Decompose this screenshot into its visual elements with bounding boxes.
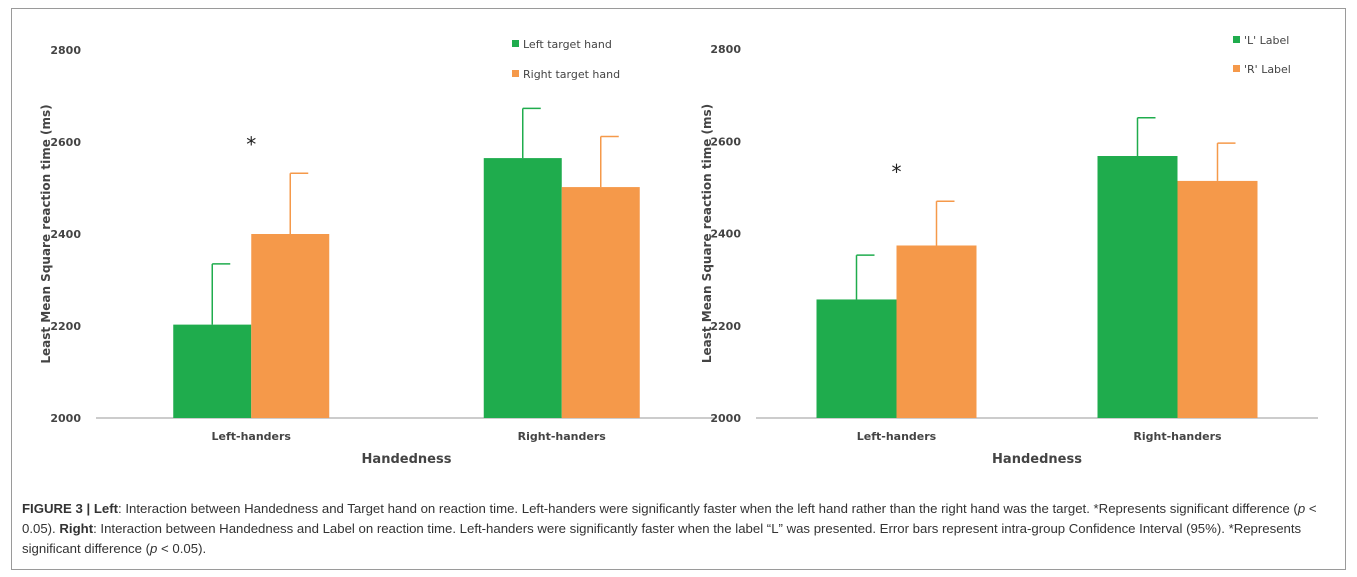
chart1-legend-label: Left target hand [523,38,612,51]
chart1-bar [251,234,330,418]
chart2-category-label: Left-handers [857,430,937,443]
chart2-y-tick-label: 2800 [710,43,741,56]
figure-caption: FIGURE 3 | Left: Interaction between Han… [22,499,1334,559]
chart2-legend-label: 'R' Label [1244,63,1291,76]
chart1-category-label: Left-handers [212,430,292,443]
figure-frame [11,8,1346,570]
caption-text-4: < 0.05). [157,541,207,556]
chart2-category-label: Right-handers [1133,430,1222,443]
chart2-y-tick-label: 2600 [710,135,741,148]
chart2-y-tick-label: 2000 [710,412,741,425]
chart1-bar [561,187,640,418]
caption-left-heading: Left [93,501,119,516]
chart1-legend-label: Right target hand [523,68,620,81]
chart2-bar [816,299,897,418]
chart2-x-axis-title: Handedness [992,452,1082,467]
caption-text-2: < 0.05). [22,501,1317,536]
chart1-y-tick-label: 2600 [50,136,81,149]
chart1-y-tick-label: 2200 [50,320,81,333]
chart2-bar [1097,156,1178,418]
caption-right-heading: Right [59,521,94,536]
chart1-legend-swatch [512,40,519,47]
chart1-y-axis-title: Least Mean Square reaction time (ms) [39,104,53,363]
chart1-x-axis-title: Handedness [362,452,452,467]
caption-text-1: : Interaction between Handedness and Tar… [118,501,1298,516]
chart1-y-tick-label: 2800 [50,44,81,57]
chart1-category-label: Right-handers [518,430,607,443]
chart2-legend-label: 'L' Label [1244,34,1289,47]
charts-canvas: 2000 2200 2400 2600 2800 Left-handers * Right-h… [39,34,1318,467]
chart1-bar [173,324,252,418]
chart2-y-tick-label: 2400 [710,228,741,241]
chart1-y-tick-label: 2400 [50,228,81,241]
chart1-bar [483,158,562,418]
caption-p-2: p [150,541,158,556]
caption-p-1: p [1297,501,1306,516]
caption-text-3: : Interaction between Handedness and Lab… [22,521,1302,556]
chart1-legend-swatch [512,70,519,77]
figure-label: FIGURE 3 | [22,501,91,516]
chart2-bar [896,245,977,418]
chart1-y-tick-label: 2000 [50,412,81,425]
chart2-legend-swatch [1233,65,1240,72]
chart2-legend-swatch [1233,36,1240,43]
chart2-y-axis-title: Least Mean Square reaction time (ms) [700,104,714,363]
chart2-significance-marker: * [892,160,902,184]
chart2-y-tick-label: 2200 [710,320,741,333]
chart1-significance-marker: * [246,132,256,156]
chart2-bar [1177,180,1258,418]
